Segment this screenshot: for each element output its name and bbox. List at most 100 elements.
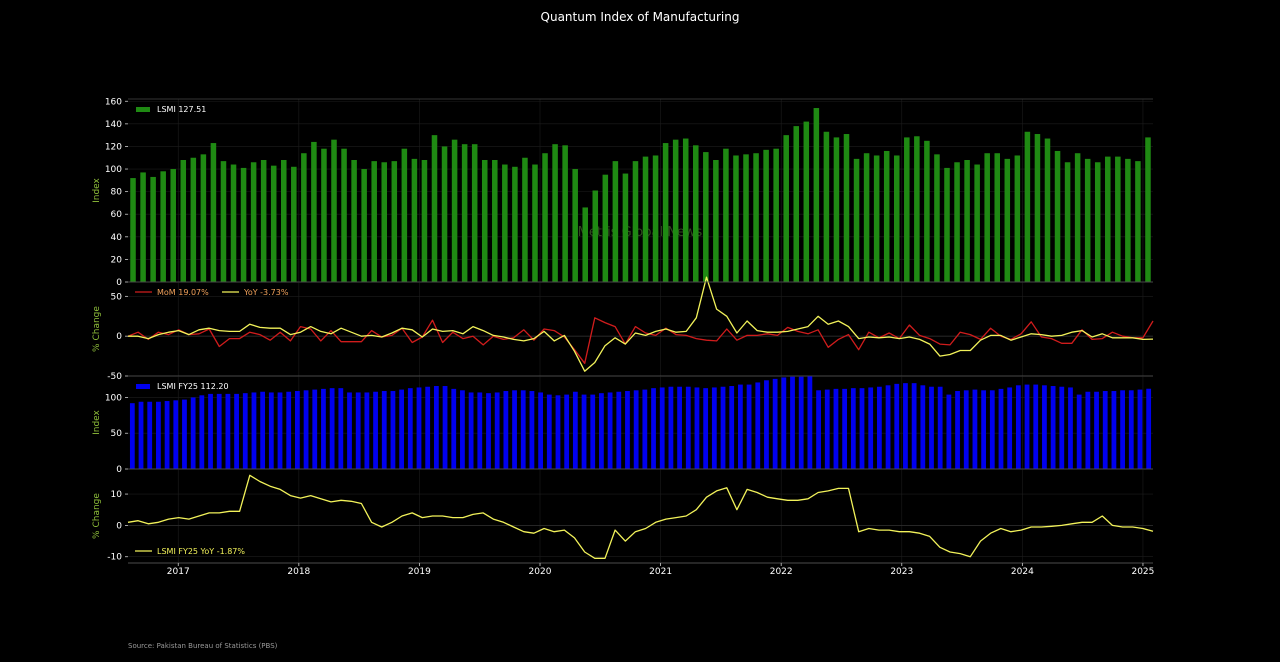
bar xyxy=(329,388,335,469)
bar xyxy=(743,154,749,282)
bar xyxy=(331,139,337,282)
chart-title: Quantum Index of Manufacturing xyxy=(540,10,740,24)
bar xyxy=(998,388,1004,469)
bar xyxy=(694,387,700,469)
bar xyxy=(303,390,309,469)
bar xyxy=(150,176,156,282)
bar xyxy=(140,172,146,282)
bar xyxy=(552,144,558,282)
bar xyxy=(1094,391,1099,469)
bar xyxy=(772,378,778,469)
bar xyxy=(924,140,930,282)
bar xyxy=(764,380,769,469)
bar xyxy=(1135,161,1141,282)
bar xyxy=(1034,134,1041,282)
bar xyxy=(607,392,613,469)
x-tick-label: 2018 xyxy=(287,567,310,577)
bar xyxy=(929,386,934,469)
bar xyxy=(937,386,943,469)
bar xyxy=(703,152,709,282)
bar xyxy=(242,393,248,469)
y-tick-label: 50 xyxy=(111,429,123,439)
bar xyxy=(138,401,144,469)
bar xyxy=(622,173,629,282)
bar xyxy=(234,393,239,469)
bar xyxy=(755,382,761,469)
series-line xyxy=(128,276,1154,372)
bar xyxy=(632,161,639,282)
bar xyxy=(816,390,821,469)
bar xyxy=(1120,390,1125,469)
bar xyxy=(873,155,880,282)
bar xyxy=(964,160,970,282)
bar xyxy=(1085,391,1091,469)
bar xyxy=(963,390,969,469)
source-note: Source: Pakistan Bureau of Statistics (P… xyxy=(128,642,278,650)
y-axis-label: Index xyxy=(92,409,102,434)
bar xyxy=(481,160,488,282)
bar xyxy=(602,174,609,282)
bar xyxy=(1050,386,1056,469)
bar xyxy=(399,389,405,469)
bar xyxy=(803,121,810,282)
bar xyxy=(208,393,213,469)
bar xyxy=(520,390,526,469)
bar xyxy=(216,393,222,469)
bar xyxy=(946,394,952,469)
bar xyxy=(853,158,860,282)
bar xyxy=(1024,384,1030,469)
bar xyxy=(321,148,327,282)
series-line xyxy=(127,317,1154,364)
bar xyxy=(492,160,498,282)
bar xyxy=(190,397,196,469)
x-tick-label: 2020 xyxy=(529,567,552,577)
bar xyxy=(633,390,639,469)
bar xyxy=(451,388,457,469)
bar xyxy=(351,160,357,282)
bar xyxy=(268,392,274,469)
y-tick-label: 50 xyxy=(111,292,123,302)
bar xyxy=(502,164,508,282)
bar xyxy=(1074,153,1081,282)
bar xyxy=(170,169,176,282)
bar xyxy=(1111,391,1117,469)
bar xyxy=(781,377,787,469)
bar xyxy=(280,160,287,282)
bar xyxy=(1084,158,1091,282)
bar xyxy=(260,391,266,469)
y-tick-label: 100 xyxy=(105,165,122,175)
bar xyxy=(713,160,719,282)
bar xyxy=(401,148,408,282)
bar xyxy=(1007,387,1013,469)
bar xyxy=(1015,385,1021,469)
bar xyxy=(944,167,950,282)
bar xyxy=(503,391,509,469)
bar xyxy=(1105,156,1111,282)
bar xyxy=(1014,155,1021,282)
bar xyxy=(311,141,317,282)
bar xyxy=(693,145,699,282)
bar xyxy=(1115,156,1121,282)
bar xyxy=(260,160,267,282)
bar xyxy=(522,157,528,282)
bar xyxy=(564,394,570,469)
bar xyxy=(823,131,830,282)
y-tick-label: 40 xyxy=(111,233,123,243)
legend-label: YoY -3.73% xyxy=(243,288,289,297)
bar xyxy=(989,390,995,469)
bar xyxy=(582,207,588,282)
bar xyxy=(733,155,739,282)
x-tick-label: 2024 xyxy=(1011,567,1034,577)
series-line xyxy=(127,474,1154,559)
bar xyxy=(833,137,840,282)
bar xyxy=(981,390,987,469)
bar xyxy=(662,143,669,282)
y-tick-label: 160 xyxy=(105,97,122,107)
bar xyxy=(532,164,538,282)
bar xyxy=(301,153,307,282)
y-axis-label: Index xyxy=(92,177,102,202)
bar xyxy=(1064,162,1071,282)
x-tick-label: 2025 xyxy=(1131,567,1154,577)
bar xyxy=(642,156,649,282)
watermark: Mettis Global News xyxy=(578,225,703,240)
